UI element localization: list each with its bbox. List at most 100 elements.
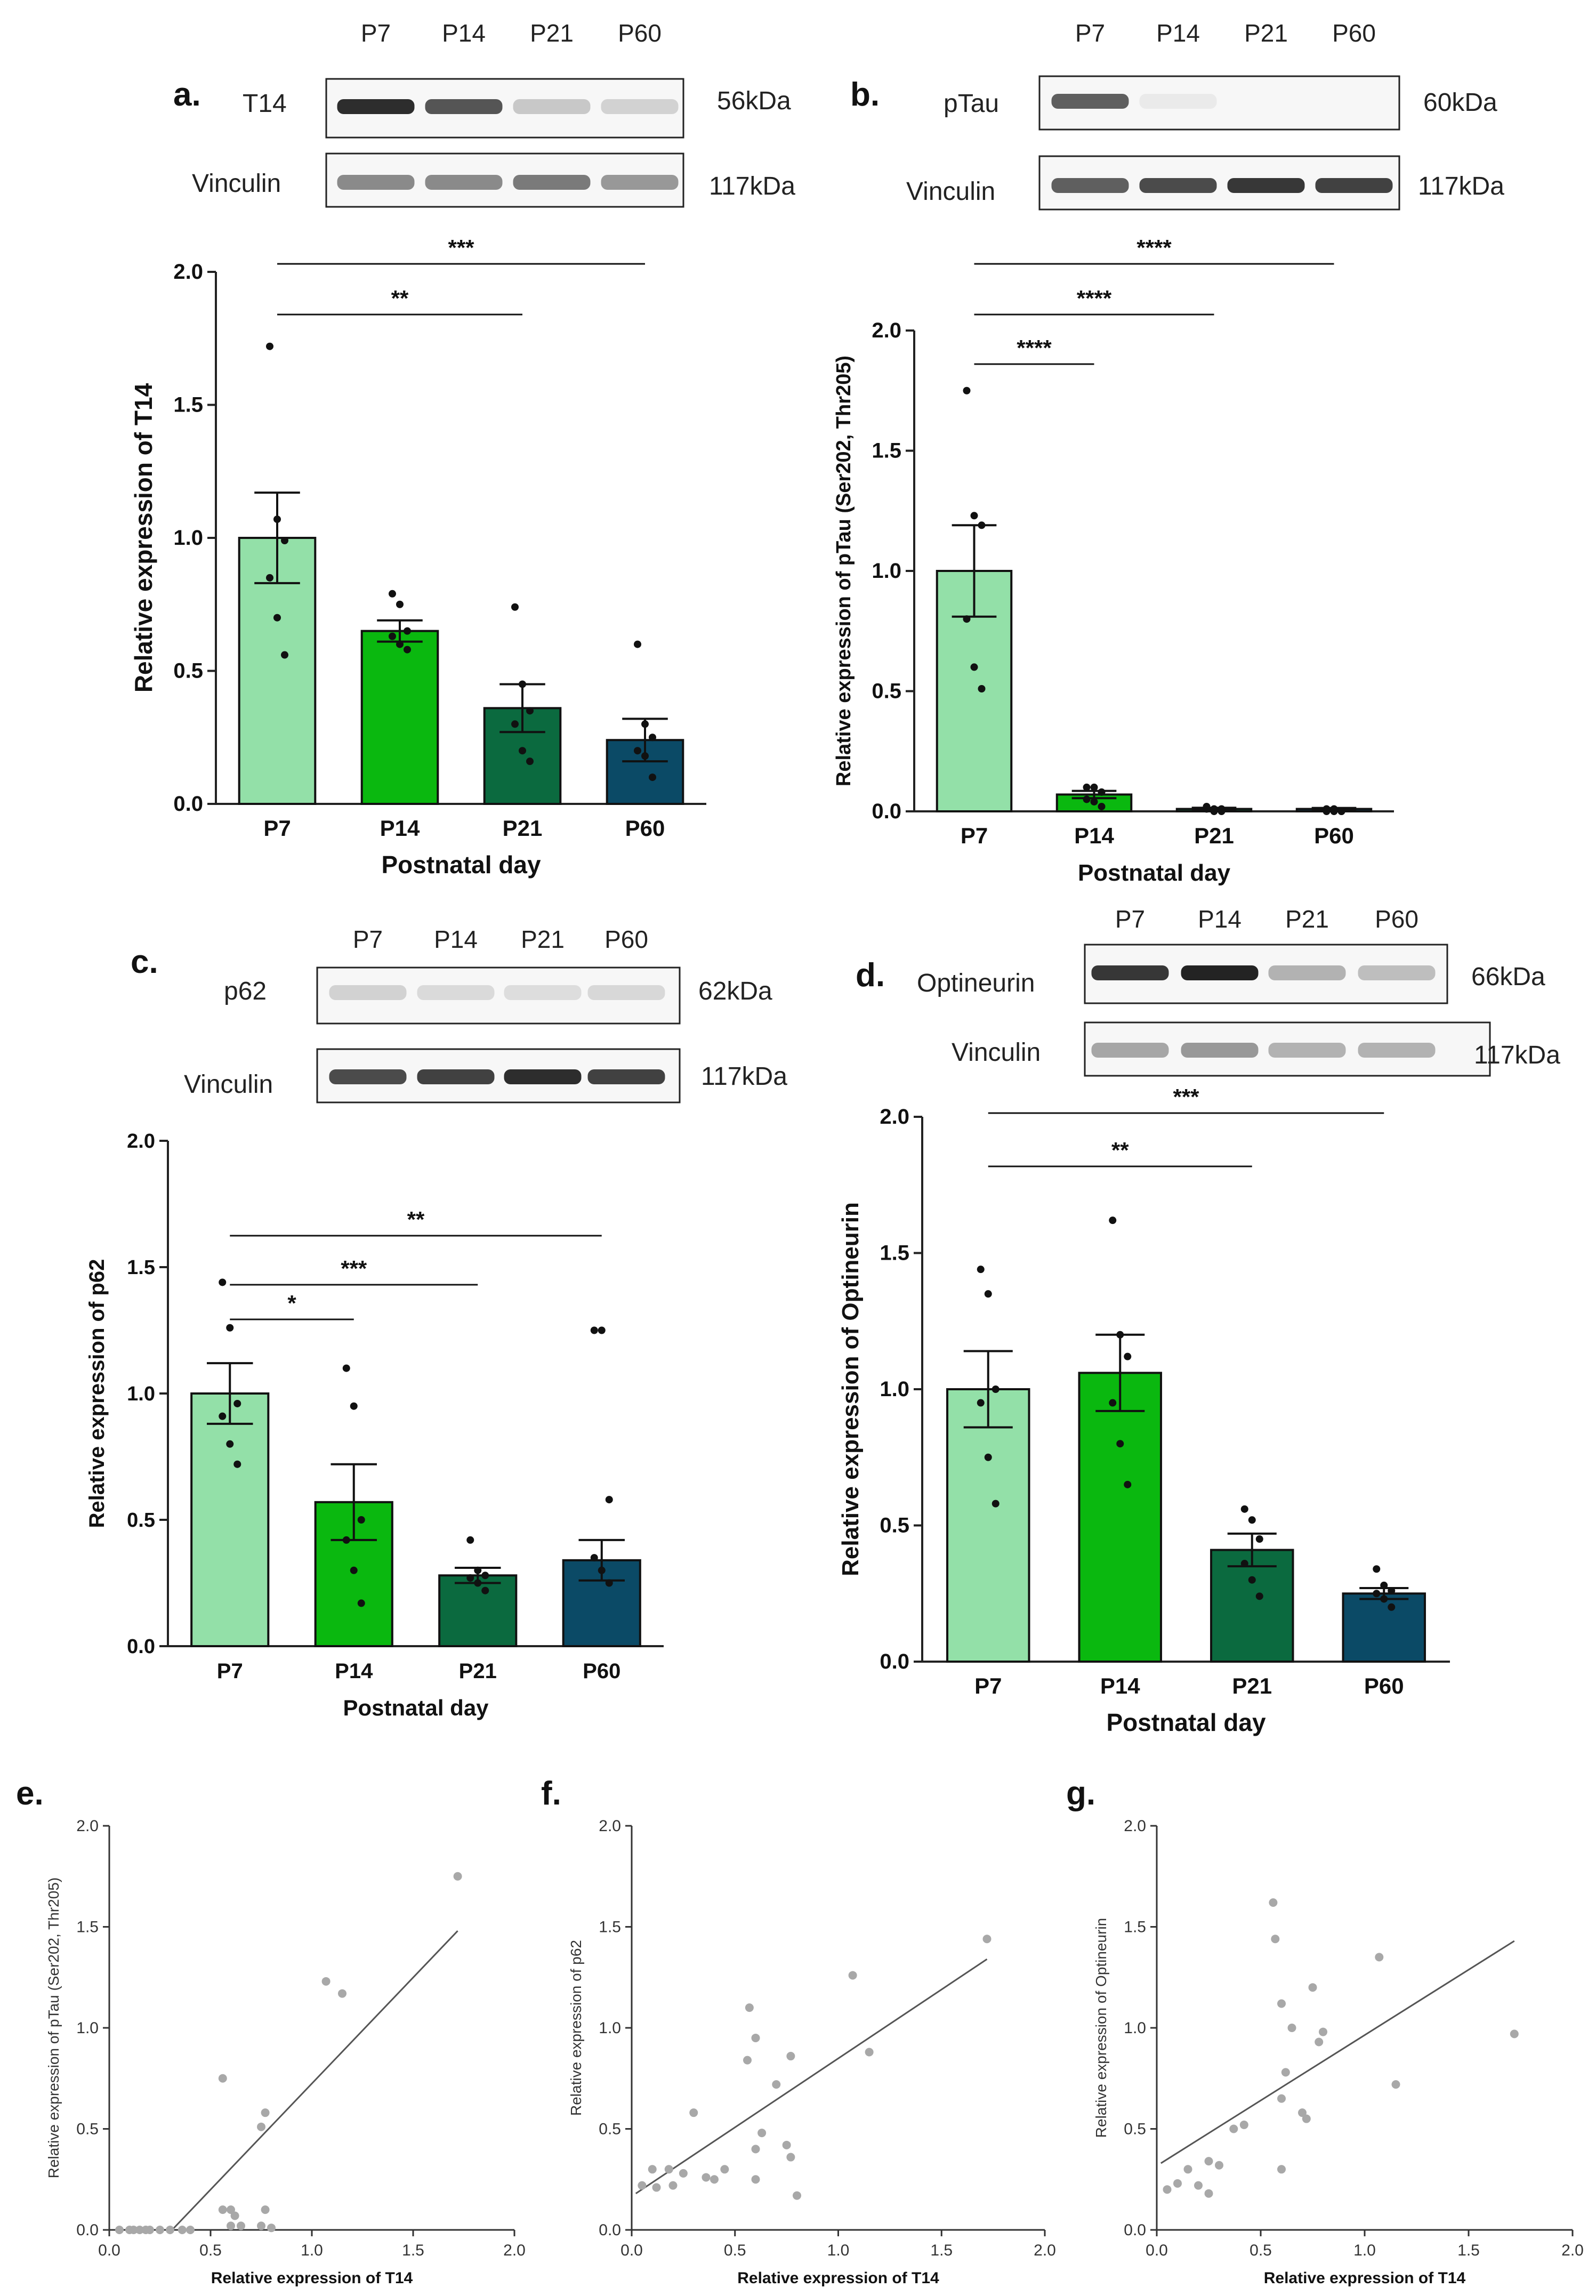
data-point xyxy=(1277,2094,1286,2103)
data-point xyxy=(751,2145,760,2154)
y-tick-label: 1.0 xyxy=(76,2019,99,2037)
data-point xyxy=(970,663,978,671)
x-tick-label: P60 xyxy=(625,816,665,841)
bar xyxy=(360,630,439,805)
data-point xyxy=(649,774,656,782)
blot-band xyxy=(1139,178,1217,193)
bar-chart-a: 0.0 0.5 1.0 1.5 2.0 Relative expression of T1… xyxy=(130,235,706,879)
data-point xyxy=(865,2048,874,2057)
y-axis-label: Relative expression of p62 xyxy=(85,1259,109,1528)
lane-label: P60 xyxy=(604,925,648,953)
y-tick-label: 2.0 xyxy=(1124,1817,1146,1835)
x-tick-label: P21 xyxy=(503,816,543,841)
y-tick-label: 1.0 xyxy=(173,526,203,550)
data-point xyxy=(1203,805,1211,813)
data-point xyxy=(1248,1516,1256,1524)
data-point xyxy=(1277,2165,1286,2174)
blot-bands xyxy=(329,985,665,1000)
lane-label: P7 xyxy=(1075,19,1105,47)
y-axis-label: Relative expression of T14 xyxy=(130,383,157,692)
data-point xyxy=(481,1572,489,1580)
data-point xyxy=(526,758,534,766)
y-tick-label: 1.5 xyxy=(599,1919,621,1936)
blot-band xyxy=(417,985,495,1000)
x-tick-label: P60 xyxy=(1314,823,1354,848)
y-tick-label: 0.5 xyxy=(1124,2121,1146,2138)
y-tick-label: 0.0 xyxy=(872,800,901,823)
x-axis-label: Relative expression of T14 xyxy=(737,2269,939,2287)
y-axis-label: Relative expression of pTau (Ser202, Thr… xyxy=(45,1878,62,2178)
blot-bands xyxy=(1091,1043,1436,1058)
panel-label-f: f. xyxy=(541,1775,561,1812)
data-point xyxy=(226,1324,234,1332)
x-axis-label: Postnatal day xyxy=(381,851,541,879)
bar xyxy=(190,1392,270,1647)
data-point xyxy=(218,2074,227,2083)
data-point xyxy=(1116,1440,1124,1448)
kda-label: 62kDa xyxy=(698,977,772,1005)
panel-label-g: g. xyxy=(1066,1775,1095,1812)
blot-band xyxy=(1091,965,1169,980)
data-point xyxy=(702,2173,711,2182)
data-point xyxy=(135,2226,144,2234)
data-point xyxy=(1255,1592,1263,1600)
data-point xyxy=(772,2080,781,2089)
data-point xyxy=(634,747,641,755)
data-point xyxy=(230,2211,239,2220)
regression-line xyxy=(171,1930,458,2231)
data-point xyxy=(1083,783,1091,791)
data-point xyxy=(757,2129,767,2138)
data-point xyxy=(710,2175,719,2184)
y-tick-label: 1.5 xyxy=(880,1242,909,1265)
lane-label: P14 xyxy=(1156,19,1200,47)
blot-bands xyxy=(1051,178,1393,193)
blot-band xyxy=(417,1069,495,1084)
data-point xyxy=(474,1579,482,1587)
data-point xyxy=(1083,795,1091,803)
data-point xyxy=(1319,2027,1327,2036)
data-point xyxy=(453,1872,462,1881)
data-point xyxy=(338,1989,346,1998)
panel-label-b: b. xyxy=(850,76,880,113)
data-point xyxy=(261,2205,270,2214)
data-point xyxy=(689,2108,698,2117)
blot-band xyxy=(425,175,503,190)
data-point xyxy=(1330,808,1338,815)
blot-band xyxy=(513,175,591,190)
significance-label: *** xyxy=(1173,1084,1199,1109)
data-point xyxy=(598,1326,606,1334)
x-tick-label: 1.0 xyxy=(1353,2242,1376,2259)
data-point xyxy=(389,590,396,598)
blot-band xyxy=(1268,1043,1346,1058)
protein-label-vinculin: Vinculin xyxy=(192,170,281,198)
data-point xyxy=(1388,1603,1396,1611)
bar xyxy=(946,1388,1030,1663)
data-point xyxy=(1204,2157,1213,2166)
protein-label-t14: T14 xyxy=(243,90,287,118)
blot-band xyxy=(1051,178,1129,193)
data-point xyxy=(652,2183,661,2192)
scatter-chart-g: 0.00.0 0.5 0.5 1.0 1.0 1.5 1.5 2.0 2.0 Relative e… xyxy=(1093,1817,1584,2287)
lane-label: P60 xyxy=(1375,905,1418,933)
y-tick-label: 0.5 xyxy=(880,1514,909,1537)
data-point xyxy=(963,386,971,394)
protein-label-vinculin: Vinculin xyxy=(184,1070,273,1099)
protein-label-p62: p62 xyxy=(224,977,267,1005)
data-point xyxy=(1098,802,1106,810)
data-point xyxy=(1302,2114,1311,2123)
blot-band xyxy=(1181,965,1259,980)
y-tick-label: 0.5 xyxy=(173,659,203,683)
blot-band xyxy=(1358,1043,1436,1058)
blot-band xyxy=(1139,94,1217,109)
data-point xyxy=(1510,2029,1519,2039)
kda-label: 66kDa xyxy=(1471,963,1545,991)
y-tick-label: 1.5 xyxy=(76,1919,99,1936)
kda-label: 117kDa xyxy=(1474,1041,1560,1069)
kda-label: 56kDa xyxy=(717,87,791,115)
data-point xyxy=(266,342,273,350)
protein-label-vinculin: Vinculin xyxy=(952,1038,1041,1067)
x-tick-label: 0.5 xyxy=(724,2242,746,2259)
x-tick-label: 2.0 xyxy=(503,2242,526,2259)
data-point xyxy=(977,1399,985,1407)
data-point xyxy=(267,2224,276,2233)
